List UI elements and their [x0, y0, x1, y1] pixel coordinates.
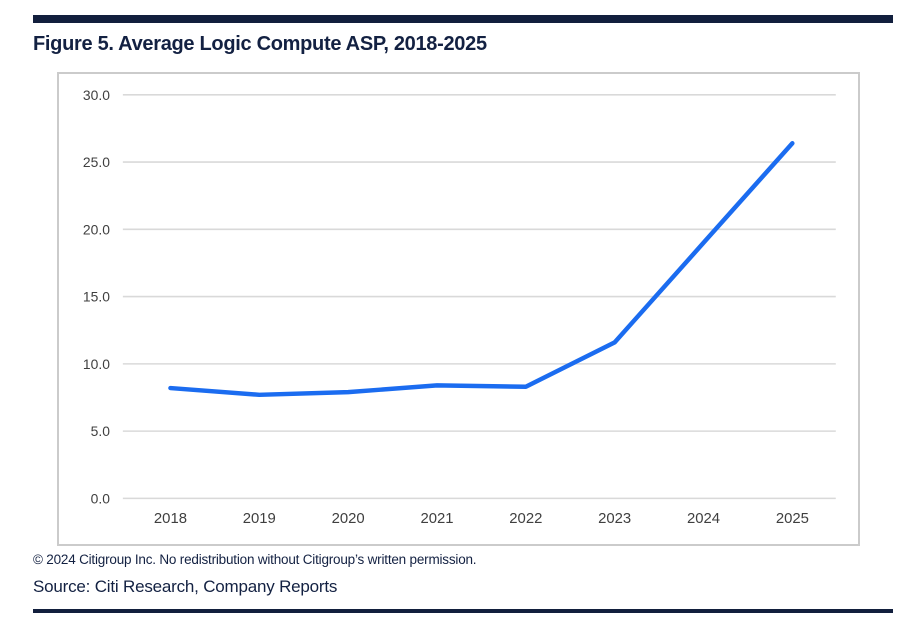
y-axis-tick-label: 30.0 — [83, 87, 110, 103]
y-axis-tick-label: 15.0 — [83, 289, 110, 305]
top-accent-bar — [33, 15, 893, 23]
y-axis-tick-label: 25.0 — [83, 154, 110, 170]
y-axis-tick-label: 0.0 — [91, 490, 111, 506]
x-axis-tick-label: 2020 — [332, 511, 365, 527]
x-axis-tick-label: 2023 — [598, 511, 631, 527]
x-axis-tick-label: 2018 — [154, 511, 187, 527]
x-axis-tick-label: 2022 — [509, 511, 542, 527]
x-axis-tick-label: 2019 — [243, 511, 276, 527]
x-axis-tick-label: 2025 — [776, 511, 809, 527]
x-axis-tick-label: 2021 — [420, 511, 453, 527]
chart-area: 30.0 25.0 20.0 15.0 10.0 5.0 0.0 2018 2019 2020 20… — [57, 72, 860, 546]
y-axis-tick-label: 20.0 — [83, 221, 110, 237]
y-axis-tick-label: 10.0 — [83, 356, 110, 372]
asp-data-line — [168, 141, 795, 398]
bottom-accent-rule — [33, 609, 893, 613]
y-axis-tick-label: 5.0 — [91, 423, 111, 439]
source-attribution: Source: Citi Research, Company Reports — [33, 577, 338, 596]
figure-title: Figure 5. Average Logic Compute ASP, 201… — [33, 33, 487, 55]
asp-line-chart: 30.0 25.0 20.0 15.0 10.0 5.0 0.0 2018 2019 2020 20… — [83, 87, 836, 527]
x-axis-tick-label: 2024 — [687, 511, 720, 527]
copyright-notice: © 2024 Citigroup Inc. No redistribution … — [33, 552, 477, 567]
